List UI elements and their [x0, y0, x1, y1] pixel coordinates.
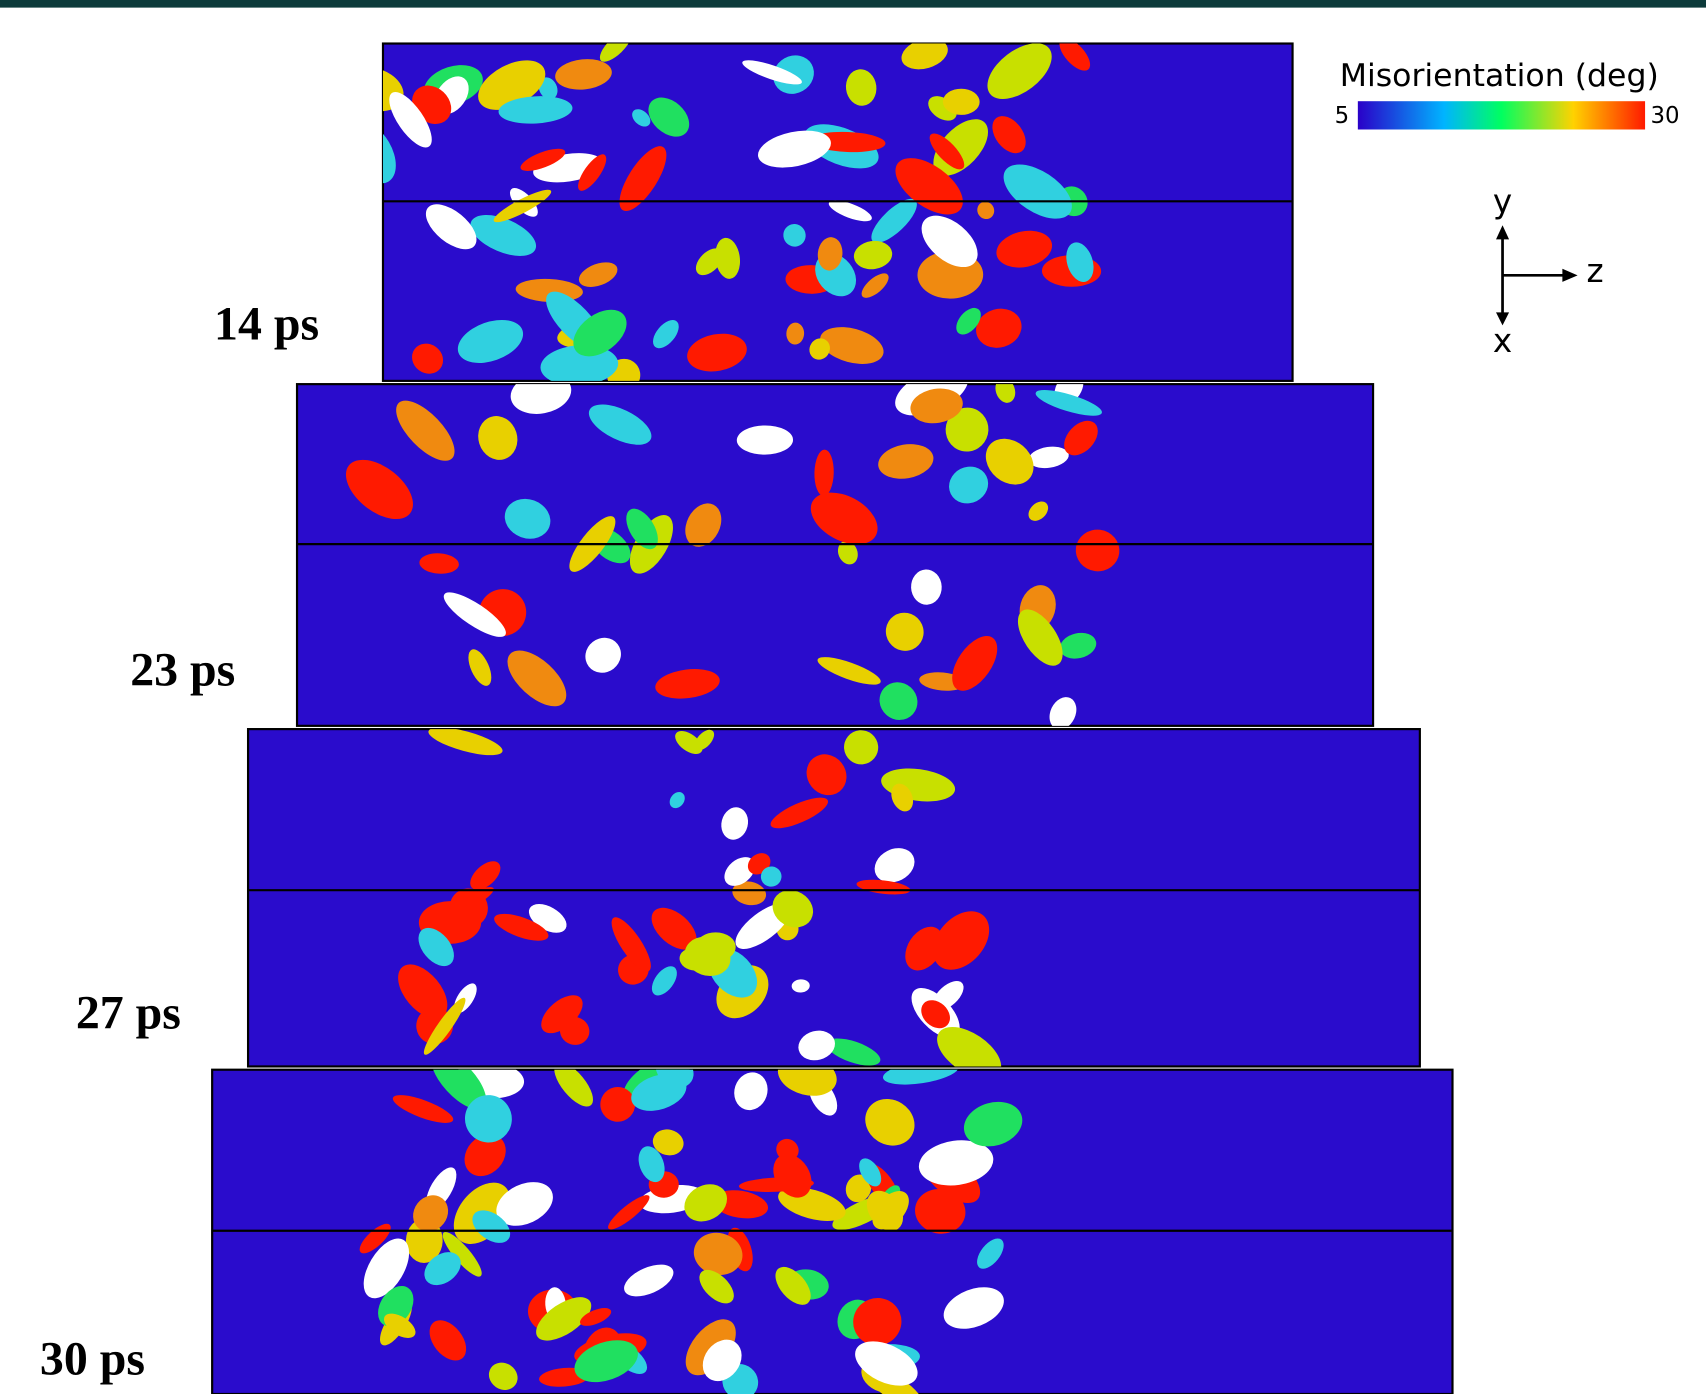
panels: 14 ps 23 ps 27 ps 30 ps	[40, 26, 1453, 1394]
time-label: 14 ps	[214, 298, 319, 351]
panel: 14 ps	[214, 26, 1293, 398]
colorbar-title: Misorientation (deg)	[1340, 58, 1659, 94]
top-bar	[0, 0, 1706, 8]
colorbar-max: 30	[1651, 103, 1680, 129]
axis-label-x: x	[1493, 322, 1512, 360]
figure: 14 ps 23 ps 27 ps 30 ps Misorientation (deg…	[0, 0, 1706, 1394]
axis-label-z: z	[1586, 252, 1603, 290]
time-label: 23 ps	[130, 644, 235, 697]
time-label: 30 ps	[40, 1332, 145, 1385]
page: 14 ps 23 ps 27 ps 30 ps Misorientation (deg…	[0, 0, 1706, 1394]
colorbar-min: 5	[1335, 103, 1350, 129]
panel: 30 ps	[40, 1042, 1453, 1394]
panel: 27 ps	[76, 722, 1420, 1090]
time-label: 27 ps	[76, 986, 181, 1039]
colorbar	[1358, 101, 1645, 129]
axis-label-y: y	[1493, 182, 1512, 220]
panel-background	[297, 384, 1373, 726]
panel-background	[212, 1070, 1452, 1394]
axis-triad	[1496, 225, 1578, 325]
panel: 23 ps	[130, 357, 1373, 734]
